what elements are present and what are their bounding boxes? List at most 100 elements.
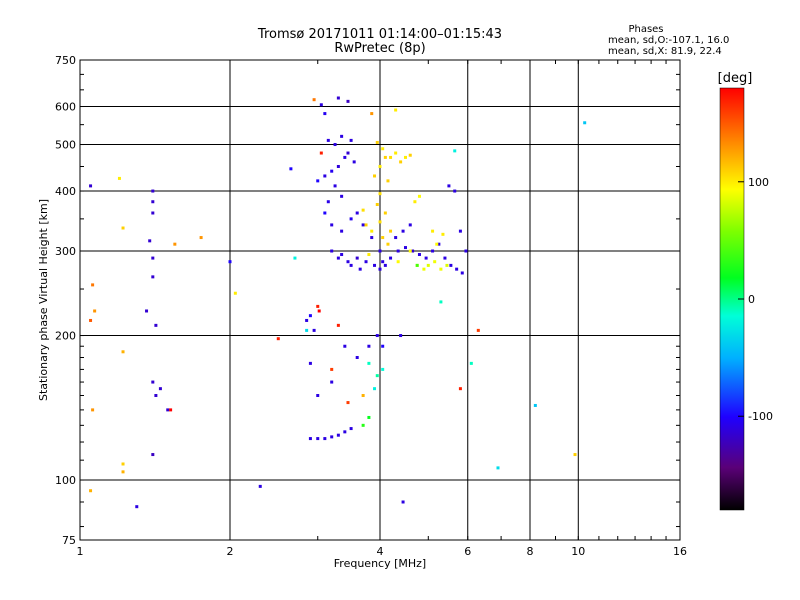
- data-point: [199, 236, 203, 240]
- data-point: [364, 223, 368, 227]
- data-point: [396, 249, 400, 253]
- data-point: [375, 202, 379, 206]
- y-tick-label-500: 500: [55, 139, 76, 152]
- data-point: [151, 189, 155, 193]
- data-point: [316, 394, 320, 398]
- data-point: [455, 267, 459, 271]
- data-point: [458, 387, 462, 391]
- data-point: [367, 344, 371, 348]
- x-axis-label: Frequency [MHz]: [334, 557, 426, 570]
- data-point: [431, 229, 435, 233]
- data-point: [431, 249, 435, 253]
- data-point: [426, 263, 430, 267]
- data-point: [317, 309, 321, 313]
- data-point: [476, 328, 480, 332]
- data-point: [346, 151, 350, 155]
- data-point: [378, 192, 382, 196]
- data-point: [336, 433, 340, 437]
- data-point: [349, 138, 353, 142]
- data-point: [408, 153, 412, 157]
- data-point: [117, 176, 121, 180]
- data-point: [361, 394, 365, 398]
- data-point: [340, 134, 344, 138]
- colorbar-tick-label-100: 100: [748, 176, 769, 189]
- data-point: [336, 96, 340, 100]
- data-point: [308, 314, 312, 318]
- data-point: [148, 239, 152, 243]
- data-point: [330, 249, 334, 253]
- data-point: [389, 155, 393, 159]
- data-point: [151, 256, 155, 260]
- data-point: [121, 226, 125, 230]
- data-point: [151, 211, 155, 215]
- data-point: [166, 408, 170, 412]
- data-point: [343, 344, 347, 348]
- data-point: [394, 151, 398, 155]
- data-point: [396, 260, 400, 264]
- data-point: [449, 263, 453, 267]
- data-point: [453, 189, 457, 193]
- data-point: [401, 500, 405, 504]
- data-point: [323, 112, 327, 116]
- data-point: [352, 160, 356, 164]
- colorbar-label: [deg]: [718, 71, 753, 86]
- data-point: [417, 253, 421, 257]
- data-point: [381, 367, 385, 371]
- data-point: [154, 394, 158, 398]
- x-tick-label-10: 10: [571, 545, 585, 558]
- data-point: [361, 423, 365, 427]
- data-point: [89, 318, 93, 322]
- data-point: [401, 229, 405, 233]
- data-point: [319, 103, 323, 107]
- x-tick-label-1: 1: [77, 545, 84, 558]
- data-point: [439, 300, 443, 304]
- data-point: [583, 121, 587, 125]
- data-point: [386, 179, 390, 183]
- data-point: [91, 408, 95, 412]
- data-point: [573, 453, 577, 457]
- data-point: [399, 160, 403, 164]
- data-point: [343, 430, 347, 434]
- data-point: [333, 143, 337, 147]
- data-point: [373, 387, 377, 391]
- data-point: [340, 253, 344, 257]
- data-point: [383, 211, 387, 215]
- data-point: [323, 174, 327, 178]
- x-tick-label-8: 8: [527, 545, 534, 558]
- colorbar-ticks: 100 0 -100: [738, 176, 773, 423]
- data-point: [151, 380, 155, 384]
- data-point: [305, 318, 309, 322]
- data-point: [417, 194, 421, 198]
- data-point: [316, 437, 320, 441]
- data-point: [496, 466, 500, 470]
- data-point: [151, 453, 155, 457]
- data-point: [330, 380, 334, 384]
- x-tick-label-6: 6: [464, 545, 471, 558]
- data-point: [355, 211, 359, 215]
- data-point: [439, 267, 443, 271]
- data-point: [422, 267, 426, 271]
- phases-header: Phases: [628, 24, 663, 35]
- data-point: [145, 309, 149, 313]
- y-axis-label: Stationary phase Virtual Height [km]: [37, 199, 50, 401]
- data-point: [355, 355, 359, 359]
- data-point: [364, 260, 368, 264]
- data-point: [437, 242, 441, 246]
- data-point: [312, 98, 316, 102]
- x-tick-label-2: 2: [227, 545, 234, 558]
- data-point: [433, 260, 437, 264]
- data-point: [308, 437, 312, 441]
- data-point: [151, 200, 155, 204]
- data-point: [336, 323, 340, 327]
- data-point: [330, 435, 334, 439]
- colorbar-tick-label-0: 0: [748, 293, 755, 306]
- data-point: [533, 403, 537, 407]
- phases-x-stats: mean, sd,X: 81.9, 22.4: [608, 46, 722, 57]
- y-tick-label-300: 300: [55, 245, 76, 258]
- data-point: [386, 242, 390, 246]
- data-point: [258, 484, 262, 488]
- data-point: [370, 236, 374, 240]
- data-point: [367, 415, 371, 419]
- y-axis-ticks: 75 100 200 300 400 500 600 750: [55, 54, 680, 547]
- data-point: [411, 249, 415, 253]
